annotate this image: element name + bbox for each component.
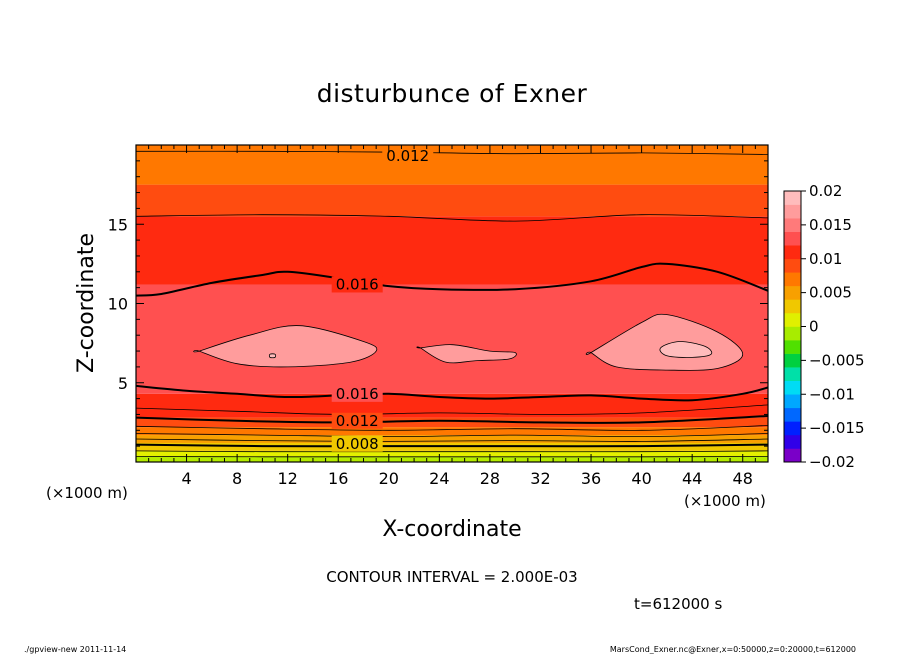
colorbar-swatch [784, 245, 801, 259]
colorbar-tick-label: 0.01 [809, 250, 842, 268]
x-tick-label: 12 [278, 469, 298, 488]
colorbar-tick-label: 0.015 [809, 216, 852, 234]
y-tick-label: 5 [118, 374, 128, 393]
x-tick-label: 16 [328, 469, 348, 488]
colorbar-swatch [784, 299, 801, 313]
y-tick-label: 15 [108, 215, 128, 234]
contour-label: 0.012 [386, 147, 429, 165]
chart-title: disturbunce of Exner [317, 79, 588, 108]
colorbar-swatch [784, 340, 801, 354]
colorbar-swatch [784, 421, 801, 435]
contour-label: 0.008 [336, 435, 379, 453]
colorbar-tick-label: −0.02 [809, 453, 855, 471]
colorbar-swatch [784, 394, 801, 408]
y-axis-label: Z-coordinate [74, 233, 99, 373]
time-text: t=612000 s [634, 595, 722, 613]
x-unit-label-right: (×1000 m) [684, 492, 766, 510]
x-tick-label: 48 [733, 469, 753, 488]
color-band [136, 418, 768, 428]
x-tick-label: 20 [379, 469, 399, 488]
x-tick-label: 36 [581, 469, 601, 488]
x-tick-label: 28 [480, 469, 500, 488]
x-tick-label: 4 [181, 469, 191, 488]
colorbar-tick-label: 0.02 [809, 182, 842, 200]
colorbar-swatch [784, 354, 801, 368]
contour-label: 0.016 [336, 275, 379, 293]
x-tick-label: 32 [530, 469, 550, 488]
colorbar-swatch [784, 272, 801, 286]
colorbar-swatch [784, 259, 801, 273]
colorbar-swatch [784, 313, 801, 327]
colorbar-tick-label: −0.005 [809, 351, 865, 369]
x-tick-label: 44 [682, 469, 702, 488]
colorbar: 0.02 0.015 0.01 0.005 0 −0.005 −0.01 −0.015 −0.0… [784, 182, 865, 471]
colorbar-swatch [784, 327, 801, 341]
x-axis-label: X-coordinate [382, 517, 521, 542]
highlight-region-core-left-inner [269, 354, 275, 358]
footer-right: MarsCond_Exner.nc@Exner,x=0:50000,z=0:20… [610, 645, 856, 654]
x-tick-label: 8 [232, 469, 242, 488]
footer-left: ./gpview-new 2011-11-14 [24, 645, 126, 654]
colorbar-tick-label: 0.005 [809, 284, 852, 302]
contour-label: 0.012 [336, 412, 379, 430]
plot-area [136, 145, 768, 462]
colorbar-swatch [784, 205, 801, 219]
color-band [136, 216, 768, 284]
x-tick-label: 40 [631, 469, 651, 488]
contour-interval-text: CONTOUR INTERVAL = 2.000E-03 [326, 568, 577, 586]
color-band [136, 185, 768, 217]
colorbar-swatch [784, 191, 801, 205]
colorbar-swatch [784, 381, 801, 395]
x-unit-label-left: (×1000 m) [46, 484, 128, 502]
colorbar-tick-label: 0 [809, 318, 819, 336]
x-tick-label: 24 [429, 469, 449, 488]
y-tick-label: 10 [108, 295, 128, 314]
colorbar-swatch [784, 218, 801, 232]
colorbar-tick-label: −0.015 [809, 419, 865, 437]
contour-label: 0.016 [336, 385, 379, 403]
colorbar-swatch [784, 232, 801, 246]
colorbar-swatch [784, 435, 801, 449]
colorbar-swatch [784, 286, 801, 300]
colorbar-swatch [784, 448, 801, 462]
colorbar-swatch [784, 367, 801, 381]
colorbar-swatch [784, 408, 801, 422]
colorbar-tick-label: −0.01 [809, 385, 855, 403]
